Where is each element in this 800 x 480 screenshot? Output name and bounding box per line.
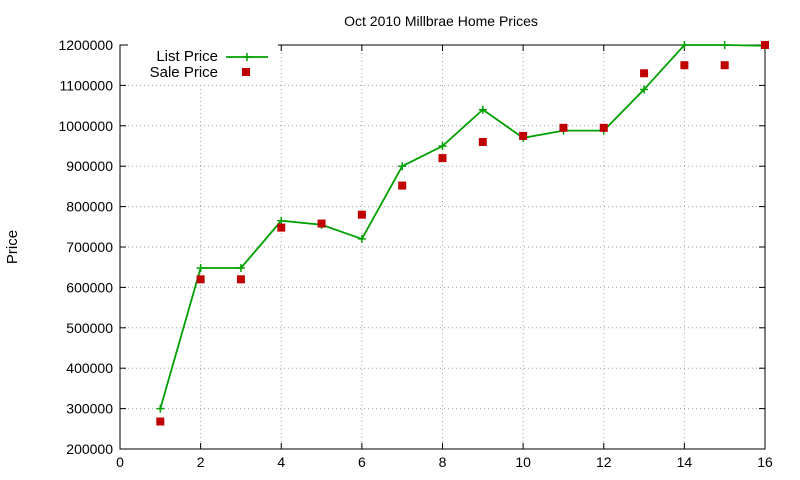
y-axis-label: Price [4,230,21,264]
x-tick-label: 14 [677,454,693,470]
data-point [317,219,326,228]
y-tick-label: 200000 [66,441,113,457]
legend-sale-price-marker [242,68,250,76]
legend-list-price-label: List Price [156,48,218,65]
x-tick-label: 6 [358,454,366,470]
data-point [640,85,649,94]
data-point [599,123,608,132]
data-point [236,264,245,273]
data-point [680,61,689,70]
tick-labels: 0 2 4 6 8 10 12 14 16 200000 300000 400000 500000 600… [58,37,773,470]
y-tick-label: 1000000 [58,118,113,134]
data-point [236,275,245,284]
grid [120,45,765,449]
data-point [438,154,447,163]
legend-symbols [226,53,268,76]
data-point [357,210,366,219]
data-point [196,275,205,284]
data-point [156,417,165,426]
data-point [761,41,769,49]
y-tick-label: 900000 [66,158,113,174]
legend-background [128,42,278,84]
data-point [680,41,689,49]
y-tick-label: 500000 [66,320,113,336]
y-tick-label: 400000 [66,360,113,376]
y-tick-label: 800000 [66,199,113,215]
x-tick-label: 8 [439,454,447,470]
y-tick-label: 600000 [66,279,113,295]
x-tick-label: 16 [757,454,773,470]
legend: List Price Sale Price [128,42,278,84]
data-point [640,69,649,78]
data-point [559,123,568,132]
data-point [478,137,487,146]
x-tick-label: 12 [596,454,612,470]
data-point [720,41,729,49]
y-tick-label: 700000 [66,239,113,255]
x-tick-label: 4 [277,454,285,470]
y-tick-label: 1200000 [58,37,113,53]
x-tick-label: 10 [515,454,531,470]
data-point [277,223,286,232]
data-point [196,264,205,273]
data-point [357,234,366,243]
data-point [478,105,487,114]
data-point [277,216,286,225]
chart-title: Oct 2010 Millbrae Home Prices [344,13,538,29]
data-point [720,61,729,70]
data-point [519,131,528,140]
y-tick-label: 300000 [66,401,113,417]
x-tick-label: 0 [116,454,124,470]
data-series [156,41,769,426]
data-point [398,162,407,171]
series-sale-price [156,41,769,426]
plot-frame [119,44,766,450]
data-point [156,404,165,413]
series-line [159,44,766,409]
legend-list-price-marker [243,53,251,61]
data-point [398,181,407,190]
data-point [438,142,447,150]
x-tick-label: 2 [197,454,205,470]
y-tick-label: 1100000 [60,77,114,93]
legend-sale-price-label: Sale Price [150,64,218,81]
